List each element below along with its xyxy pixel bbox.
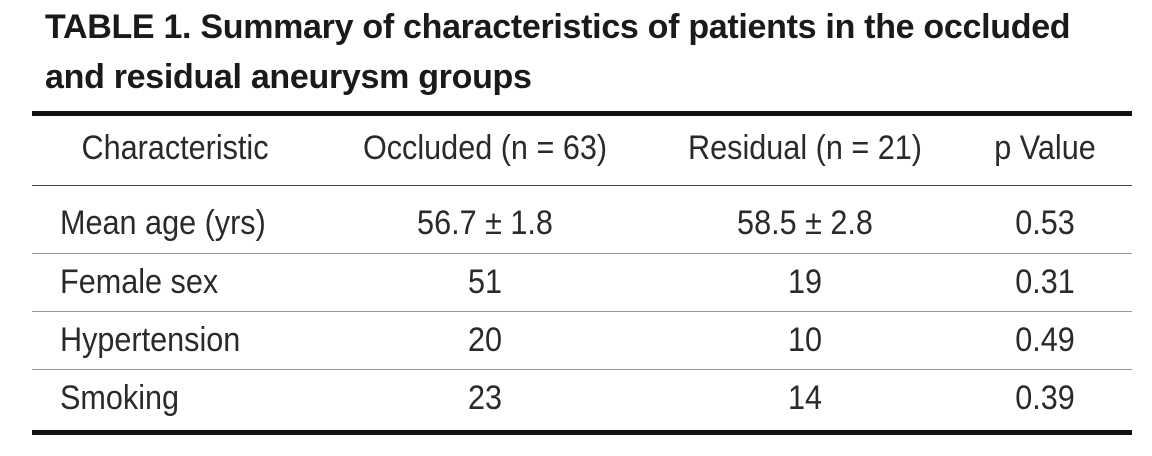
cell-value: 51	[467, 263, 503, 301]
top-rule	[32, 111, 1132, 116]
cell-value: 0.39	[1015, 379, 1075, 417]
table-title: TABLE 1. Summary of characteristics of p…	[45, 8, 1071, 96]
cell-value: 10	[787, 321, 823, 359]
cell-value: 19	[787, 263, 823, 301]
cell-value: 14	[787, 379, 823, 417]
column-header: Characteristic	[81, 129, 269, 167]
row-label: Hypertension	[60, 321, 241, 359]
bottom-rule	[32, 430, 1132, 435]
row-rule	[32, 311, 1132, 312]
row-label: Mean age (yrs)	[60, 204, 266, 242]
column-header: p Value	[994, 129, 1096, 167]
cell-value: 23	[467, 379, 503, 417]
row-rule	[32, 253, 1132, 254]
row-rule	[32, 369, 1132, 370]
cell-value: 58.5 ± 2.8	[737, 204, 873, 242]
cell-value: 20	[467, 321, 503, 359]
cell-value: 0.31	[1015, 263, 1075, 301]
row-label: Smoking	[60, 379, 180, 417]
cell-value: 56.7 ± 1.8	[417, 204, 553, 242]
column-header: Occluded (n = 63)	[362, 129, 608, 167]
row-label: Female sex	[60, 263, 219, 301]
header-rule	[32, 185, 1132, 186]
column-header: Residual (n = 21)	[688, 129, 922, 167]
cell-value: 0.53	[1015, 204, 1075, 242]
cell-value: 0.49	[1015, 321, 1075, 359]
